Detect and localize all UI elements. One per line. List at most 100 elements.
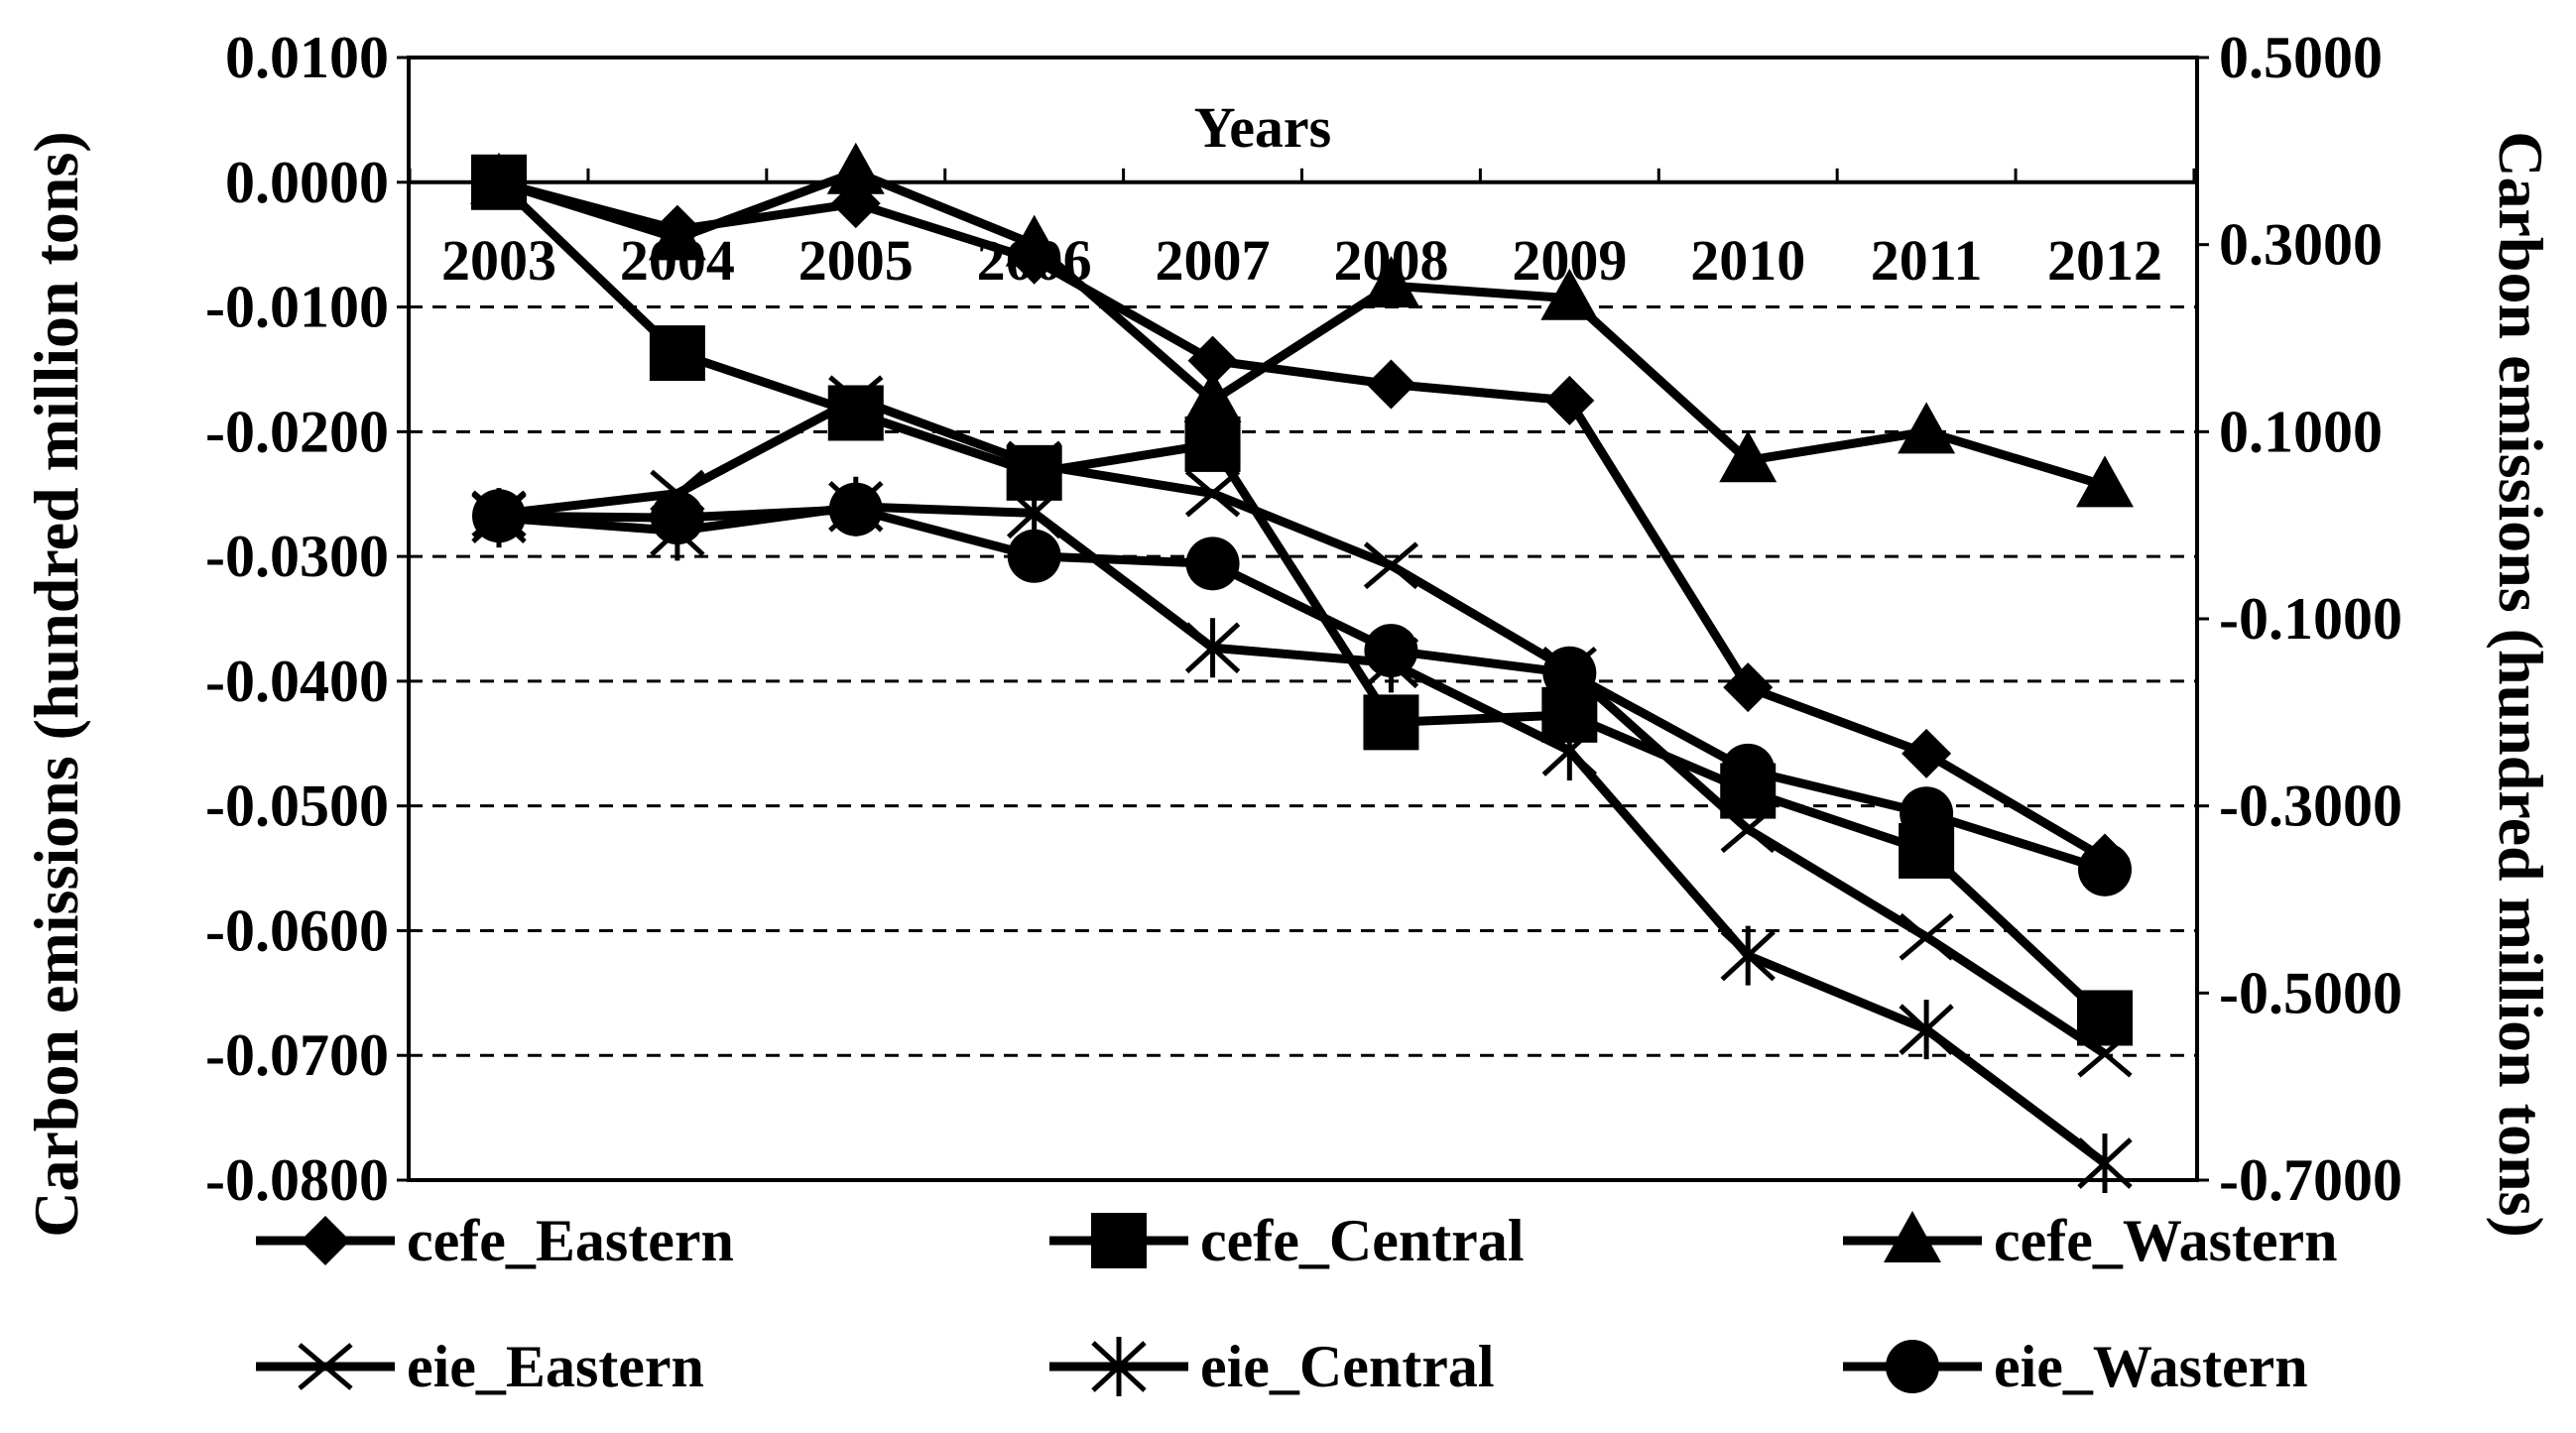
series-line-cefe-central	[495, 179, 2109, 1021]
legend-cefe-wastern: cefe_Wastern	[1843, 1208, 2338, 1273]
legend-eie-eastern: eie_Eastern	[256, 1334, 704, 1399]
right-tick-label: -0.1000	[2219, 586, 2402, 652]
left-tick-label: -0.0300	[205, 524, 389, 589]
point-eie-central	[1720, 925, 1776, 986]
point-eie-eastern	[1007, 440, 1062, 489]
right-tick-label: -0.7000	[2219, 1147, 2402, 1213]
legend-eie-wastern: eie_Wastern	[1843, 1334, 2308, 1399]
point-eie-central	[1541, 721, 1598, 781]
series-line-cefe-wastern	[497, 168, 2107, 490]
point-cefe-eastern	[1901, 728, 1952, 778]
legend-cefe-eastern-marker	[301, 1216, 350, 1265]
point-cefe-wastern	[1898, 402, 1956, 454]
legend-eie-central-label: eie_Central	[1200, 1334, 1495, 1399]
right-tick-label: 0.1000	[2219, 399, 2383, 464]
point-eie-eastern	[828, 375, 884, 423]
x-tick-label: 2005	[798, 228, 914, 293]
left-axis-title: Carbon emissions (hundred million tons)	[21, 131, 91, 1238]
point-eie-wastern	[2078, 842, 2132, 896]
point-eie-eastern-stroke	[1184, 469, 1241, 518]
point-cefe-wastern	[1719, 430, 1778, 483]
point-eie-wastern	[1364, 624, 1418, 678]
point-eie-eastern	[2077, 1029, 2133, 1078]
point-eie-wastern	[1542, 646, 1597, 700]
point-eie-wastern	[472, 489, 526, 543]
left-tick-label: -0.0800	[205, 1147, 389, 1213]
legend-cefe-eastern-label: cefe_Eastern	[407, 1208, 734, 1273]
right-tick-label: 0.5000	[2219, 25, 2383, 90]
legend-cefe-wastern-label: cefe_Wastern	[1994, 1208, 2338, 1273]
point-eie-eastern-stroke	[1720, 805, 1776, 854]
point-eie-eastern	[1184, 469, 1241, 518]
point-cefe-central	[1184, 416, 1241, 472]
x-tick-label: 2007	[1156, 228, 1271, 293]
point-cefe-wastern	[470, 152, 528, 204]
legend-cefe-wastern-marker	[1884, 1211, 1941, 1262]
left-tick-label: 0.0000	[225, 150, 389, 215]
axes	[397, 56, 2209, 1182]
series-line-cefe-eastern	[497, 178, 2108, 863]
point-eie-wastern	[650, 491, 704, 545]
left-tick-label: -0.0400	[205, 649, 389, 714]
right-tick-label: 0.3000	[2219, 212, 2383, 278]
point-eie-wastern	[1185, 537, 1240, 591]
x-tick-label: 2011	[1871, 228, 1983, 293]
series-line-eie-central	[498, 502, 2108, 1167]
point-eie-eastern-stroke	[1899, 912, 1954, 961]
point-eie-eastern	[1363, 541, 1419, 590]
point-eie-eastern-stroke	[1363, 541, 1419, 590]
point-eie-eastern-stroke	[828, 375, 884, 423]
point-eie-eastern-stroke	[2077, 1029, 2133, 1078]
gridlines	[409, 180, 2197, 1057]
point-eie-wastern	[1007, 529, 1061, 583]
point-cefe-wastern	[1183, 370, 1242, 422]
point-cefe-central	[649, 325, 705, 382]
legend-eie-central-marker	[1091, 1337, 1147, 1396]
legend-eie-eastern-marker	[298, 1343, 353, 1390]
legend-cefe-central-marker	[1091, 1213, 1147, 1268]
left-tick-label: -0.0700	[205, 1022, 389, 1088]
left-tick-label: -0.0600	[205, 897, 389, 963]
point-cefe-wastern	[1540, 268, 1599, 320]
legend-eie-eastern-marker-stroke	[298, 1343, 353, 1390]
legend-eie-eastern-label: eie_Eastern	[407, 1334, 704, 1399]
left-tick-label: -0.0200	[205, 399, 389, 464]
legend-cefe-central-label: cefe_Central	[1200, 1208, 1524, 1273]
point-cefe-eastern	[1544, 375, 1595, 425]
point-eie-wastern	[828, 482, 883, 537]
point-cefe-wastern	[1362, 256, 1420, 308]
left-tick-label: 0.0100	[225, 25, 389, 90]
x-axis-title: Years	[1194, 95, 1332, 160]
legend-eie-wastern-marker	[1886, 1340, 1939, 1393]
point-cefe-wastern	[2076, 455, 2134, 508]
left-tick-label: -0.0100	[205, 275, 389, 340]
right-axis-title: Carbon emissions (hundred million tons)	[2486, 131, 2556, 1238]
point-cefe-eastern	[1187, 335, 1238, 386]
legend-cefe-eastern: cefe_Eastern	[256, 1208, 734, 1273]
series-line-eie-eastern	[498, 394, 2108, 1058]
legend-eie-central: eie_Central	[1049, 1334, 1495, 1399]
point-eie-wastern	[1721, 743, 1776, 797]
legend-eie-wastern-label: eie_Wastern	[1994, 1334, 2308, 1399]
series-markers	[470, 142, 2134, 1194]
legend: cefe_Eastern cefe_Central cefe_Wastern eie_…	[256, 1208, 2338, 1399]
point-cefe-wastern	[648, 208, 706, 261]
point-eie-central	[2077, 1134, 2133, 1194]
point-cefe-wastern	[826, 142, 885, 194]
right-tick-label: -0.5000	[2219, 960, 2402, 1025]
point-eie-wastern	[1900, 786, 1954, 841]
point-eie-central	[1184, 618, 1241, 678]
point-eie-eastern	[1899, 912, 1954, 961]
point-cefe-wastern	[1005, 214, 1063, 267]
series-lines	[495, 168, 2109, 1167]
x-tick-label: 2012	[2047, 228, 2162, 293]
left-tick-label: -0.0500	[205, 774, 389, 839]
series-line-eie-wastern	[498, 505, 2107, 875]
point-cefe-eastern	[1723, 662, 1774, 713]
point-eie-eastern-stroke	[1007, 440, 1062, 489]
point-eie-central	[1899, 1000, 1954, 1060]
legend-cefe-central: cefe_Central	[1049, 1208, 1524, 1273]
point-cefe-eastern	[1366, 359, 1416, 410]
point-cefe-central	[1363, 694, 1419, 751]
